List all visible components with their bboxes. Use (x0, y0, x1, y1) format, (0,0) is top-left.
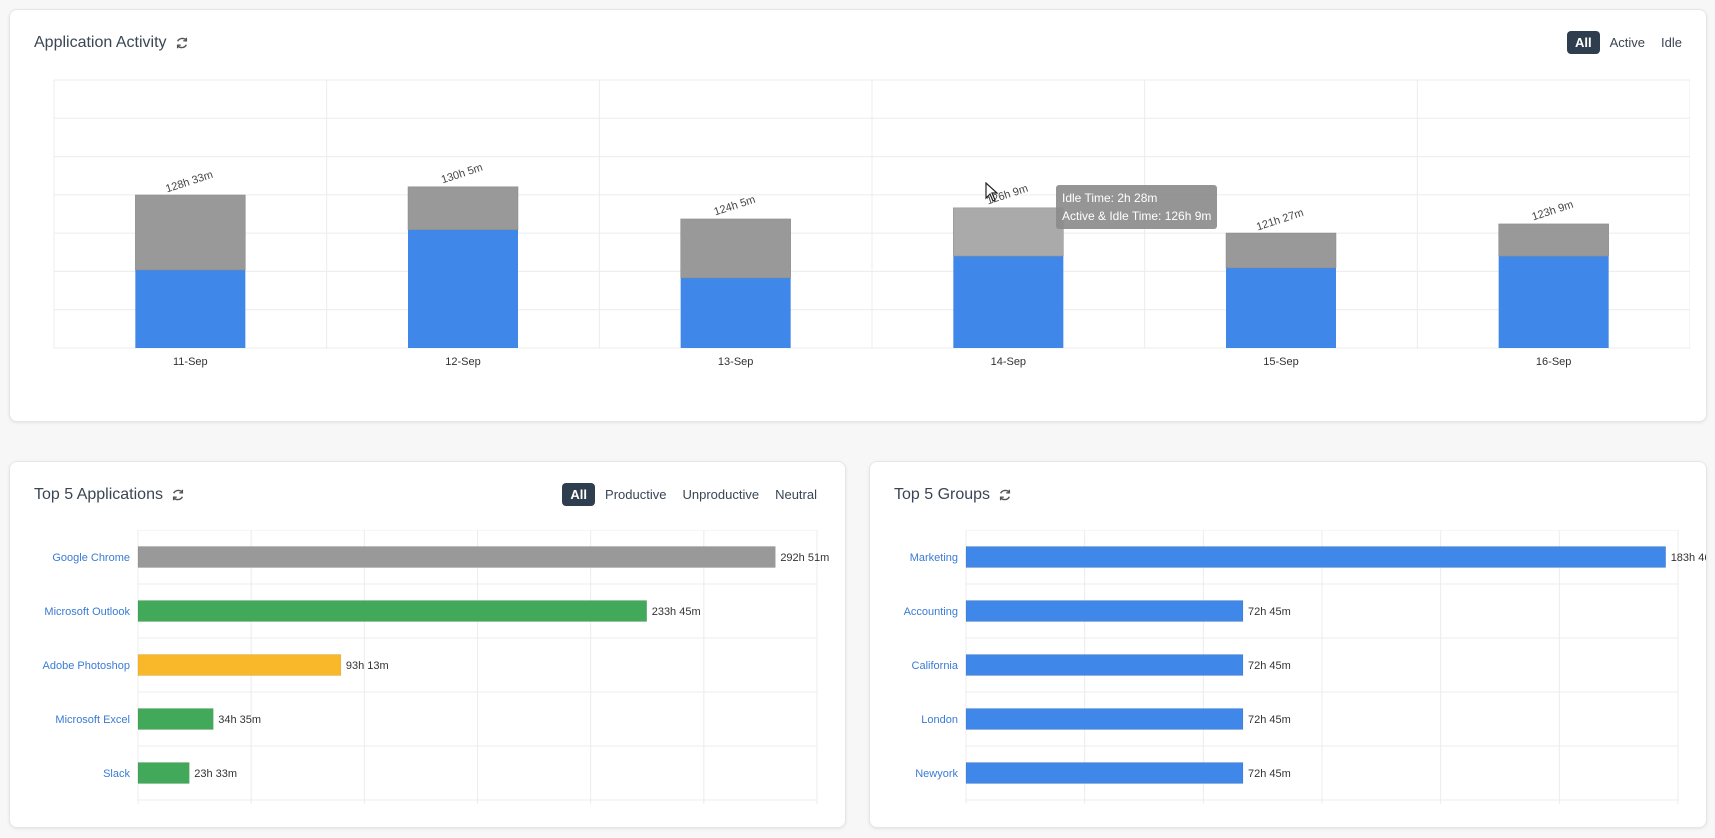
activity-filter-group: All Active Idle (1567, 31, 1688, 54)
x-tick-label: 11-Sep (173, 356, 208, 368)
tooltip-total-time: Active & Idle Time: 126h 9m (1062, 209, 1212, 223)
category-link[interactable]: Accounting (904, 606, 958, 618)
bar-total-label: 121h 27m (1255, 207, 1305, 234)
bar[interactable] (965, 600, 1244, 622)
refresh-icon[interactable] (175, 36, 189, 50)
bar-active[interactable] (1498, 256, 1609, 348)
filter-unproductive[interactable]: Unproductive (682, 487, 760, 502)
mouse-cursor-icon (985, 182, 999, 202)
bar[interactable] (137, 654, 342, 676)
card-title: Top 5 Applications (34, 486, 185, 504)
category-link[interactable]: Microsoft Outlook (44, 606, 130, 618)
refresh-icon[interactable] (171, 488, 185, 502)
x-tick-label: 13-Sep (718, 356, 753, 368)
bar-value-label: 233h 45m (652, 606, 701, 618)
bar[interactable] (137, 600, 647, 622)
bar-total-label: 123h 9m (1531, 199, 1575, 224)
category-link[interactable]: Google Chrome (52, 552, 130, 564)
bar-value-label: 34h 35m (218, 714, 261, 726)
category-link[interactable]: Newyork (915, 768, 958, 780)
top-applications-chart: Google Chrome 292h 51m Microsoft Outlook 23… (43, 530, 829, 804)
bar-active[interactable] (408, 229, 518, 348)
bar-value-label: 93h 13m (346, 660, 389, 672)
activity-chart: 128h 33m 11-Sep 130h 5m 12-Sep 124h 5m 13-Sep… (53, 79, 1690, 368)
bar[interactable] (137, 708, 214, 730)
apps-filter-group: All Productive Unproductive Neutral (562, 483, 823, 506)
top-applications-title: Top 5 Applications (34, 486, 163, 503)
bar-value-label: 183h 46 (1671, 552, 1706, 564)
filter-idle[interactable]: Idle (1661, 35, 1682, 50)
top-applications-card: Top 5 Applications All Productive Unprod… (9, 461, 846, 828)
bar[interactable] (965, 708, 1244, 730)
bar-active[interactable] (953, 256, 1064, 348)
card-title: Application Activity (34, 34, 189, 52)
bar-tooltip: Idle Time: 2h 28m Active & Idle Time: 12… (1056, 185, 1218, 229)
bar-total-label: 130h 5m (440, 162, 484, 187)
category-link[interactable]: London (921, 714, 958, 726)
bar-idle[interactable] (680, 218, 791, 279)
bar[interactable] (137, 546, 776, 568)
bar-idle[interactable] (1225, 232, 1337, 269)
application-activity-card: Application Activity All Active Idle 128… (9, 9, 1707, 422)
tooltip-idle-time: Idle Time: 2h 28m (1062, 191, 1158, 205)
card-title: Top 5 Groups (894, 486, 1012, 504)
x-tick-label: 14-Sep (991, 356, 1026, 368)
bar-active[interactable] (1226, 267, 1336, 348)
bar-value-label: 72h 45m (1248, 768, 1291, 780)
filter-neutral[interactable]: Neutral (775, 487, 817, 502)
bar[interactable] (965, 546, 1666, 568)
application-activity-title: Application Activity (34, 34, 167, 51)
x-tick-label: 15-Sep (1263, 356, 1298, 368)
bar[interactable] (965, 654, 1244, 676)
bar-total-label: 128h 33m (164, 169, 214, 196)
bar-active[interactable] (135, 270, 246, 348)
x-tick-label: 16-Sep (1536, 356, 1571, 368)
bar[interactable] (965, 762, 1244, 784)
category-link[interactable]: Marketing (910, 552, 958, 564)
filter-productive[interactable]: Productive (605, 487, 667, 502)
top-groups-card: Top 5 Groups Marketing 183h 46 Accounting 7… (869, 461, 1707, 828)
top-groups-chart: Marketing 183h 46 Accounting 72h 45m Califor… (904, 530, 1706, 804)
bar-idle[interactable] (953, 207, 1064, 257)
category-link[interactable]: Slack (103, 768, 130, 780)
bar-value-label: 292h 51m (780, 552, 829, 564)
category-link[interactable]: California (912, 660, 959, 672)
bar-value-label: 72h 45m (1248, 660, 1291, 672)
category-link[interactable]: Microsoft Excel (55, 714, 130, 726)
bar-idle[interactable] (135, 194, 246, 271)
x-tick-label: 12-Sep (445, 356, 480, 368)
bar[interactable] (137, 762, 190, 784)
top-groups-title: Top 5 Groups (894, 486, 991, 503)
category-link[interactable]: Adobe Photoshop (43, 660, 130, 672)
bar-value-label: 23h 33m (194, 768, 237, 780)
refresh-icon[interactable] (998, 488, 1012, 502)
bar-value-label: 72h 45m (1248, 714, 1291, 726)
filter-all[interactable]: All (1567, 31, 1600, 54)
bar-idle[interactable] (1498, 223, 1609, 257)
bar-value-label: 72h 45m (1248, 606, 1291, 618)
filter-active[interactable]: Active (1609, 35, 1646, 50)
bar-total-label: 124h 5m (713, 194, 757, 219)
bar-idle[interactable] (407, 186, 519, 230)
bar-active[interactable] (680, 277, 791, 348)
filter-all[interactable]: All (562, 483, 596, 506)
